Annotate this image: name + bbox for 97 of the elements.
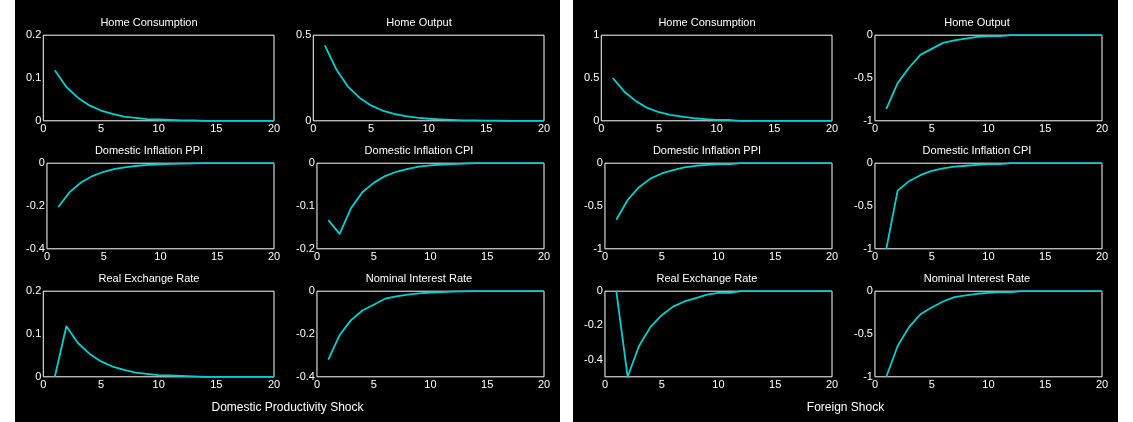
y-tick-label: 0 xyxy=(38,156,45,169)
y-tick-label: 1 xyxy=(592,28,599,41)
x-tick-label: 15 xyxy=(768,250,781,263)
x-tick-label: 20 xyxy=(825,250,838,263)
x-tick-label: 5 xyxy=(100,250,107,263)
y-tick-label: 0 xyxy=(596,156,603,169)
x-tick-label: 20 xyxy=(537,378,550,391)
y-tick-label: -1 xyxy=(862,369,873,382)
y-tick-label: -0.5 xyxy=(853,327,873,340)
x-tick-label: 5 xyxy=(370,250,377,263)
text: Domestic Productivity Shock xyxy=(211,400,364,414)
x-tick-label: 5 xyxy=(658,250,665,263)
chart-title: Home Consumption xyxy=(657,15,756,28)
x-tick-label: 10 xyxy=(981,250,995,263)
x-tick-label: 15 xyxy=(1038,378,1051,391)
x-tick-label: 20 xyxy=(267,250,280,263)
x-tick-label: 15 xyxy=(1038,250,1051,263)
y-tick-label: 0.1 xyxy=(25,327,41,340)
x-tick-label: 20 xyxy=(267,378,280,391)
x-tick-label: 5 xyxy=(655,122,662,135)
x-tick-label: 10 xyxy=(981,122,995,135)
x-tick-label: 20 xyxy=(267,122,280,135)
x-tick-label: 10 xyxy=(422,122,435,135)
x-tick-label: 10 xyxy=(423,378,437,391)
x-tick-label: 5 xyxy=(928,378,935,391)
chart-title: Real Exchange Rate xyxy=(98,271,199,284)
chart-title: Domestic Inflation CPI xyxy=(364,143,473,156)
y-tick-label: -0.1 xyxy=(295,199,315,212)
y-tick-label: -0.4 xyxy=(295,369,315,382)
x-tick-label: 5 xyxy=(658,378,665,391)
x-tick-label: 10 xyxy=(711,250,725,263)
y-tick-label: -0.2 xyxy=(295,241,315,254)
x-tick-label: 15 xyxy=(480,250,493,263)
y-tick-label: 0 xyxy=(34,113,41,126)
chart-title: Home Output xyxy=(943,15,1010,28)
chart-title: Domestic Inflation CPI xyxy=(922,143,1031,156)
x-tick-label: 20 xyxy=(1095,378,1108,391)
x-tick-label: 15 xyxy=(1038,122,1051,135)
y-tick-label: 0 xyxy=(866,284,873,297)
x-tick-label: 5 xyxy=(97,378,104,391)
chart-title: Domestic Inflation PPI xyxy=(94,143,203,156)
chart-title: Home Output xyxy=(385,15,452,28)
x-tick-label: 5 xyxy=(97,122,104,135)
y-tick-label: 0 xyxy=(866,28,873,41)
y-tick-label: -0.2 xyxy=(25,199,45,212)
x-tick-label: 15 xyxy=(209,122,222,135)
x-tick-label: 10 xyxy=(981,378,995,391)
x-tick-label: 20 xyxy=(1095,250,1108,263)
x-tick-label: 5 xyxy=(928,250,935,263)
y-tick-label: -0.4 xyxy=(25,241,45,254)
x-tick-label: 20 xyxy=(537,122,550,135)
x-tick-label: 10 xyxy=(152,378,165,391)
chart-title: Nominal Interest Rate xyxy=(365,271,472,284)
x-tick-label: 5 xyxy=(367,122,374,135)
y-tick-label: 0 xyxy=(304,113,311,126)
x-tick-label: 15 xyxy=(480,378,493,391)
chart-title: Domestic Inflation PPI xyxy=(652,143,761,156)
x-tick-label: 10 xyxy=(423,250,437,263)
y-tick-label: 0 xyxy=(866,156,873,169)
y-tick-label: -0.5 xyxy=(853,199,873,212)
x-tick-label: 10 xyxy=(152,122,165,135)
x-tick-label: 5 xyxy=(928,122,935,135)
x-tick-label: 10 xyxy=(710,122,723,135)
y-tick-label: 0 xyxy=(308,284,315,297)
x-tick-label: 20 xyxy=(537,250,550,263)
chart-title: Home Consumption xyxy=(99,15,198,28)
chart-title: Nominal Interest Rate xyxy=(923,271,1030,284)
y-tick-label: -1 xyxy=(592,241,603,254)
y-tick-label: 0 xyxy=(34,369,41,382)
x-tick-label: 20 xyxy=(825,122,838,135)
y-tick-label: 0 xyxy=(596,284,603,297)
x-tick-label: 15 xyxy=(210,250,223,263)
y-tick-label: 0.5 xyxy=(295,28,311,41)
x-tick-label: 15 xyxy=(768,378,781,391)
x-tick-label: 5 xyxy=(370,378,377,391)
y-tick-label: 0.2 xyxy=(25,28,41,41)
y-tick-label: -0.4 xyxy=(583,352,603,365)
x-tick-label: 15 xyxy=(479,122,492,135)
y-tick-label: 0 xyxy=(592,113,599,126)
y-tick-label: 0 xyxy=(308,156,315,169)
x-tick-label: 20 xyxy=(1095,122,1108,135)
y-tick-label: -0.5 xyxy=(853,71,873,84)
text: Foreign Shock xyxy=(806,400,885,414)
y-tick-label: -1 xyxy=(862,113,873,126)
chart-title: Real Exchange Rate xyxy=(656,271,757,284)
x-tick-label: 15 xyxy=(767,122,780,135)
y-tick-label: -0.5 xyxy=(583,199,603,212)
y-tick-label: -0.2 xyxy=(583,318,603,331)
y-tick-label: 0.1 xyxy=(25,71,41,84)
x-tick-label: 20 xyxy=(825,378,838,391)
x-tick-label: 10 xyxy=(153,250,167,263)
y-tick-label: 0.2 xyxy=(25,284,41,297)
y-tick-label: -1 xyxy=(862,241,873,254)
y-tick-label: -0.2 xyxy=(295,327,315,340)
x-tick-label: 15 xyxy=(209,378,222,391)
x-tick-label: 10 xyxy=(711,378,725,391)
y-tick-label: 0.5 xyxy=(583,71,599,84)
